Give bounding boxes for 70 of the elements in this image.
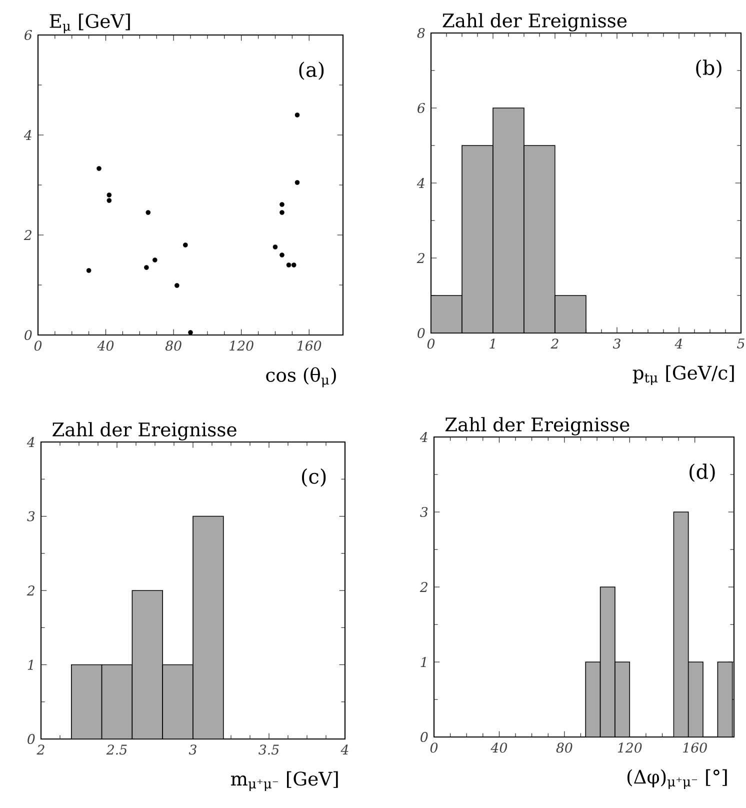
x-tick-label: 0 (430, 742, 438, 753)
y-tick-label: 0 (24, 330, 32, 340)
y-axis-title: Zahl der Ereignisse (442, 13, 627, 32)
point (106, 198, 112, 203)
point (146, 210, 151, 215)
x-tick-label: 2.5 (106, 744, 127, 755)
point (86, 268, 92, 273)
x-tick-label: 0 (34, 340, 42, 351)
x-tick-label: 3 (188, 744, 196, 755)
point (106, 192, 112, 198)
y-tick-label: 4 (420, 432, 428, 442)
y-tick-label: 0 (28, 734, 35, 744)
point (152, 258, 158, 262)
y-tick-label: 3 (27, 511, 35, 522)
x-tick-label: 0 (427, 338, 435, 349)
x-tick-label: 4 (674, 338, 682, 348)
x-tick-label: 80 (556, 742, 572, 753)
annotation: (b) (696, 60, 722, 78)
y-tick-label: 0 (420, 732, 428, 742)
point (280, 252, 284, 258)
point (272, 244, 278, 250)
annotation: (a) (299, 62, 324, 80)
point (144, 265, 149, 270)
x-tick-label: 5 (737, 338, 744, 349)
x-axis-title: m$_{μ⁺μ⁻}$ [GeV] (230, 771, 338, 792)
annotation: (c) (302, 468, 326, 487)
x-tick-label: 120 (230, 340, 254, 351)
x-axis-title: p$_{tμ}$ [GeV/c] (632, 365, 734, 386)
y-axis-title: E$_{μ}$ [GeV] (50, 14, 130, 34)
point (174, 283, 180, 288)
x-tick-label: 80 (165, 340, 182, 351)
x-tick-label: 2 (550, 338, 558, 348)
y-tick-label: 2 (420, 582, 428, 592)
x-axis-title: (Δφ)$_{μ⁺μ⁻}$ [°] (627, 769, 727, 790)
point (294, 112, 300, 118)
point (291, 262, 296, 268)
x-tick-label: 160 (683, 742, 707, 753)
point (286, 262, 292, 268)
x-tick-label: 3.5 (258, 744, 279, 755)
y-tick-label: 8 (417, 28, 425, 38)
annotation: (d) (690, 464, 715, 482)
x-tick-label: 3 (612, 338, 620, 349)
y-tick-label: 1 (420, 657, 426, 667)
x-tick-label: 2 (36, 744, 44, 754)
y-tick-label: 0 (418, 328, 425, 338)
y-tick-label: 4 (26, 437, 34, 447)
y-tick-label: 4 (416, 178, 424, 188)
point (96, 166, 102, 171)
y-tick-label: 6 (418, 102, 425, 114)
y-tick-label: 2 (416, 253, 424, 263)
x-tick-label: 120 (618, 742, 642, 753)
point (183, 242, 188, 248)
point (280, 210, 284, 215)
y-tick-label: 1 (28, 660, 33, 670)
x-tick-label: 160 (297, 340, 322, 351)
y-axis-title: Zahl der Ereignisse (445, 417, 630, 436)
x-tick-label: 1 (490, 338, 495, 348)
y-tick-label: 6 (24, 30, 32, 40)
point (188, 330, 193, 335)
x-tick-label: 4 (340, 744, 348, 754)
y-tick-label: 3 (420, 506, 428, 518)
x-tick-label: 40 (490, 742, 508, 753)
y-axis-title: Zahl der Ereignisse (52, 422, 236, 440)
y-tick-label: 4 (24, 130, 32, 140)
point (280, 202, 284, 207)
y-tick-label: 2 (26, 586, 34, 596)
x-tick-label: 40 (97, 340, 114, 351)
y-tick-label: 2 (24, 230, 32, 240)
point (294, 180, 300, 185)
x-axis-title: cos (θ$_{μ}$) (266, 367, 336, 388)
